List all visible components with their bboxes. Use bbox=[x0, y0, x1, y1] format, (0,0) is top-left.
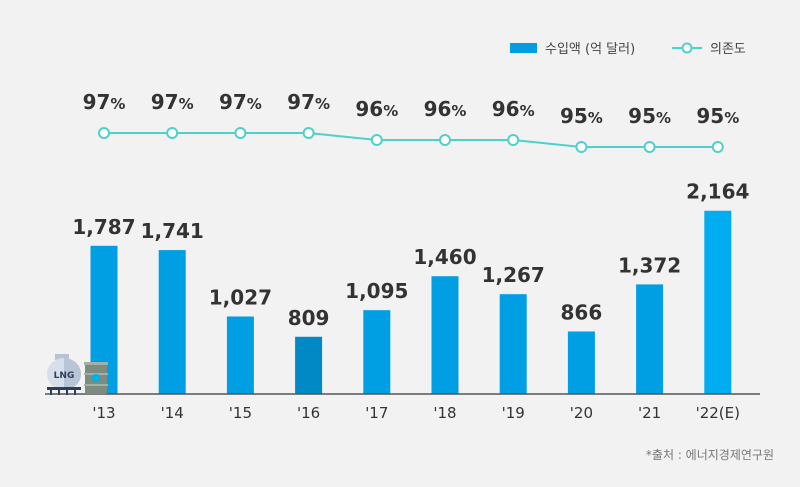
legend-bar-swatch bbox=[510, 42, 537, 53]
x-tick-label: '15 bbox=[229, 404, 252, 422]
bar bbox=[499, 294, 527, 394]
bar bbox=[295, 336, 323, 394]
bar bbox=[226, 316, 254, 394]
bar-value-label: 1,095 bbox=[345, 279, 408, 303]
legend-bar: 수입액 (억 달러) bbox=[510, 38, 635, 57]
lng-text: LNG bbox=[54, 371, 75, 381]
x-tick-label: '19 bbox=[502, 404, 525, 422]
line-point bbox=[98, 127, 110, 139]
line-series bbox=[104, 132, 718, 148]
oil-barrel-icon bbox=[84, 362, 108, 394]
line-point bbox=[643, 141, 656, 153]
bar bbox=[158, 250, 186, 394]
line-value-label: 95% bbox=[696, 104, 739, 128]
bar-value-label: 1,460 bbox=[413, 245, 476, 269]
line-value-label: 97% bbox=[83, 90, 126, 114]
lng-tank-icon: LNG bbox=[47, 354, 81, 395]
bar bbox=[636, 284, 664, 394]
line-value-label: 96% bbox=[424, 97, 467, 121]
bar-value-label: 1,267 bbox=[482, 263, 545, 287]
bar-value-label: 1,787 bbox=[72, 215, 135, 239]
line-value-label: 97% bbox=[287, 90, 330, 114]
source-note: *출처 : 에너지경제연구원 bbox=[645, 448, 774, 462]
legend-line-swatch bbox=[672, 42, 702, 53]
x-tick-label: '21 bbox=[638, 404, 661, 422]
line-point bbox=[439, 134, 451, 146]
line-point bbox=[507, 134, 520, 146]
bar bbox=[363, 310, 391, 394]
line-value-label: 97% bbox=[151, 90, 194, 114]
line-point bbox=[302, 127, 315, 139]
x-tick-label: '18 bbox=[433, 404, 456, 422]
x-tick-label: '22(E) bbox=[696, 404, 740, 422]
line-value-label: 95% bbox=[560, 104, 603, 128]
line-point bbox=[166, 127, 179, 139]
bar-value-label: 1,741 bbox=[141, 219, 204, 243]
line-value-label: 95% bbox=[628, 104, 671, 128]
line-point bbox=[575, 141, 588, 153]
bar bbox=[704, 210, 732, 394]
bar-value-label: 809 bbox=[288, 306, 330, 330]
line-value-label: 96% bbox=[355, 97, 398, 121]
x-tick-label: '20 bbox=[570, 404, 593, 422]
bar bbox=[567, 331, 595, 394]
legend-line-label: 의존도 bbox=[710, 42, 746, 57]
line-point bbox=[370, 134, 383, 146]
bar-value-label: 866 bbox=[561, 300, 603, 324]
bar-value-label: 1,027 bbox=[209, 285, 272, 309]
x-tick-label: '16 bbox=[297, 404, 320, 422]
bar bbox=[431, 276, 459, 394]
x-tick-label: '13 bbox=[92, 404, 115, 422]
line-point bbox=[234, 127, 247, 139]
line-point bbox=[711, 141, 724, 153]
line-value-label: 97% bbox=[219, 90, 262, 114]
legend-line: 의존도 bbox=[672, 38, 746, 57]
bar-value-label: 1,372 bbox=[618, 253, 681, 277]
x-tick-label: '17 bbox=[365, 404, 388, 422]
bar-value-label: 2,164 bbox=[686, 180, 749, 204]
legend-bar-label: 수입액 (억 달러) bbox=[545, 42, 636, 57]
line-value-label: 96% bbox=[492, 97, 535, 121]
x-tick-label: '14 bbox=[161, 404, 184, 422]
